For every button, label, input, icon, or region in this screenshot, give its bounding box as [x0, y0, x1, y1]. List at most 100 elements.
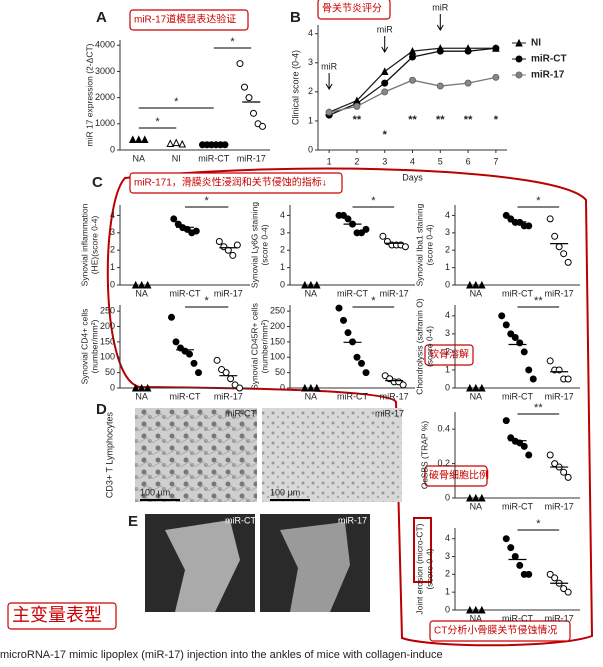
marker	[301, 383, 309, 392]
x-tick-label: NA	[470, 501, 483, 511]
marker	[325, 108, 333, 116]
significance-label: *	[205, 195, 210, 207]
x-tick-label: NA	[305, 288, 318, 298]
y-tick-label: 1	[110, 262, 115, 272]
marker	[168, 313, 175, 321]
y-axis-label: (score 0-4)	[259, 224, 269, 265]
marker	[466, 493, 474, 502]
axis	[119, 205, 250, 286]
y-tick-label: 1	[445, 587, 450, 597]
y-axis-label: (number/mm²)	[259, 319, 269, 373]
marker	[546, 570, 554, 578]
y-tick-label: 2	[308, 86, 313, 96]
y-axis-label: (score 0-4)	[424, 224, 434, 265]
panel-label: E	[128, 513, 138, 530]
significance-label: *	[174, 96, 179, 108]
x-tick-label: NI	[172, 153, 181, 163]
axis	[454, 528, 580, 611]
y-tick-label: 0.2	[437, 458, 450, 468]
y-axis-label: Chondrolysis (safranin O)	[414, 298, 424, 395]
marker	[464, 47, 472, 55]
marker	[472, 605, 480, 614]
x-tick-label: NA	[470, 391, 483, 401]
x-tick-label: NA	[305, 391, 318, 401]
marker	[170, 215, 178, 223]
marker	[307, 383, 315, 392]
marker	[195, 369, 202, 377]
marker	[472, 280, 480, 289]
marker	[502, 211, 510, 219]
x-tick-label: 3	[382, 156, 387, 166]
marker	[560, 250, 568, 258]
marker	[478, 383, 486, 392]
panel-label: A	[96, 9, 107, 26]
significance-label: **	[436, 114, 445, 126]
marker	[131, 280, 140, 289]
x-tick-label: miR-CT	[170, 391, 201, 401]
annotation-box	[429, 620, 571, 642]
y-tick-label: 50	[105, 367, 115, 377]
marker	[511, 333, 519, 341]
y-tick-label: 1000	[95, 118, 115, 128]
y-tick-label: 250	[270, 306, 285, 316]
y-tick-label: 200	[100, 321, 115, 331]
marker	[436, 82, 444, 90]
scale-bar: 100 µm	[140, 487, 170, 497]
marker	[313, 280, 321, 289]
image-panel-label: miR-CT	[225, 515, 256, 525]
marker	[140, 135, 149, 144]
marker	[409, 53, 416, 61]
annotation-label: miR	[377, 24, 393, 34]
significance-label: *	[155, 116, 160, 128]
marker	[362, 369, 370, 377]
annotation-label: miR	[321, 61, 337, 71]
x-tick-label: NA	[470, 613, 483, 623]
marker	[131, 383, 140, 392]
marker	[178, 139, 187, 148]
marker	[560, 585, 568, 593]
image-d: CD3+ T Lymphocytes miR-CT miR-17 100 µm …	[104, 408, 404, 502]
annotation: CT分析小骨膜关节侵蚀情况	[434, 624, 557, 637]
x-tick-label: miR-17	[380, 391, 409, 401]
y-tick-label: 4	[445, 210, 450, 220]
marker	[227, 375, 235, 383]
marker	[546, 357, 554, 365]
marker	[525, 451, 533, 459]
x-tick-label: miR-CT	[502, 501, 533, 511]
marker	[436, 47, 444, 55]
marker	[466, 383, 474, 392]
y-tick-label: 3	[445, 551, 450, 561]
y-tick-label: 4	[445, 533, 450, 543]
marker	[190, 359, 198, 367]
significance-label: *	[536, 195, 541, 207]
marker	[546, 451, 554, 459]
marker	[466, 605, 474, 614]
x-tick-label: miR-17	[545, 288, 574, 298]
marker	[236, 384, 244, 392]
marker	[213, 356, 221, 364]
marker	[478, 280, 486, 289]
y-axis-label: Synovial inflammation	[79, 203, 89, 286]
y-tick-label: 3000	[95, 66, 115, 76]
marker	[222, 369, 230, 377]
marker	[401, 243, 409, 251]
x-tick-label: NA	[470, 288, 483, 298]
micrograph	[135, 408, 257, 502]
marker	[409, 76, 416, 84]
significance-label: *	[205, 295, 210, 307]
marker	[358, 359, 365, 367]
marker	[245, 94, 253, 102]
y-tick-label: 3	[308, 57, 313, 67]
marker	[166, 139, 175, 147]
image-panel-label: miR-17	[338, 515, 367, 525]
x-tick-label: miR-17	[214, 391, 243, 401]
marker	[229, 251, 237, 259]
y-tick-label: 0	[445, 382, 450, 392]
x-tick-label: miR-CT	[502, 391, 533, 401]
x-tick-label: miR-CT	[502, 288, 533, 298]
arrow	[325, 73, 333, 90]
y-tick-label: 2	[280, 245, 285, 255]
x-tick-label: miR-CT	[170, 288, 201, 298]
axis	[454, 305, 580, 389]
y-tick-label: 3	[110, 227, 115, 237]
